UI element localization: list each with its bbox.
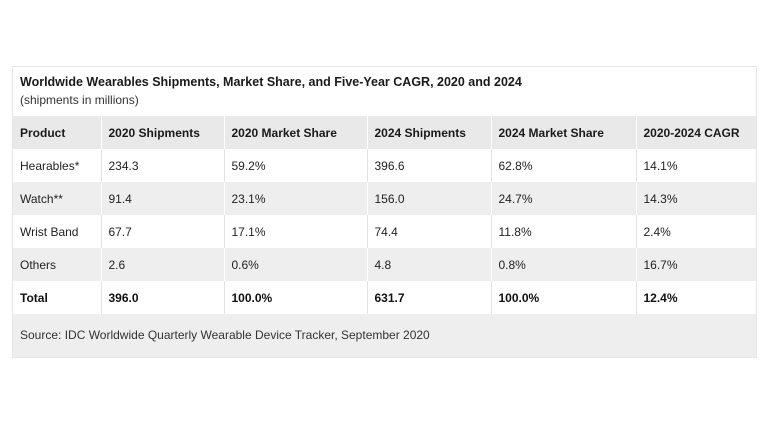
table-row-hearables: Hearables* 234.3 59.2% 396.6 62.8% 14.1% bbox=[13, 149, 756, 182]
cell-product: Others bbox=[13, 248, 102, 281]
cell-2024-market-share: 100.0% bbox=[491, 281, 637, 314]
table-row-watch: Watch** 91.4 23.1% 156.0 24.7% 14.3% bbox=[13, 182, 756, 215]
cell-cagr: 12.4% bbox=[643, 290, 678, 305]
header-cagr: 2020-2024 CAGR bbox=[643, 125, 740, 140]
cell-2024-shipments: 74.4 bbox=[367, 215, 492, 248]
cell-cagr: 16.7% bbox=[643, 257, 678, 272]
cell-2020-shipments: 91.4 bbox=[101, 182, 225, 215]
cell-2020-market-share: 23.1% bbox=[224, 182, 368, 215]
cell-2020-shipments: 234.3 bbox=[101, 149, 225, 182]
header-2024-shipments: 2024 Shipments bbox=[367, 116, 492, 149]
cell-2020-shipments: 2.6 bbox=[101, 248, 225, 281]
cell-2020-market-share: 17.1% bbox=[224, 215, 368, 248]
table-title: Worldwide Wearables Shipments, Market Sh… bbox=[20, 75, 522, 89]
table-header-row: Product 2020 Shipments 2020 Market Share… bbox=[13, 116, 756, 149]
table-row-others: Others 2.6 0.6% 4.8 0.8% 16.7% bbox=[13, 248, 756, 281]
cell-2024-shipments: 396.6 bbox=[367, 149, 492, 182]
cell-2024-shipments: 4.8 bbox=[367, 248, 492, 281]
wearables-table-card: Worldwide Wearables Shipments, Market Sh… bbox=[12, 66, 757, 358]
cell-2020-shipments: 396.0 bbox=[101, 281, 225, 314]
cell-2024-market-share: 24.7% bbox=[491, 182, 637, 215]
source-note: Source: IDC Worldwide Quarterly Wearable… bbox=[13, 314, 756, 357]
cell-2024-shipments: 156.0 bbox=[367, 182, 492, 215]
cell-2020-market-share: 59.2% bbox=[224, 149, 368, 182]
cell-product: Total bbox=[13, 281, 102, 314]
header-2020-market-share: 2020 Market Share bbox=[224, 116, 368, 149]
cell-cagr: 14.3% bbox=[643, 191, 678, 206]
shipments-table: Product 2020 Shipments 2020 Market Share… bbox=[13, 116, 756, 314]
header-2020-shipments: 2020 Shipments bbox=[101, 116, 225, 149]
cell-2024-shipments: 631.7 bbox=[367, 281, 492, 314]
cell-product: Hearables* bbox=[13, 149, 102, 182]
cell-product: Watch** bbox=[13, 182, 102, 215]
cell-2024-market-share: 62.8% bbox=[491, 149, 637, 182]
header-2024-market-share: 2024 Market Share bbox=[491, 116, 637, 149]
cell-cagr: 14.1% bbox=[643, 158, 678, 173]
cell-2020-market-share: 0.6% bbox=[224, 248, 368, 281]
cell-2020-market-share: 100.0% bbox=[224, 281, 368, 314]
table-row-total: Total 396.0 100.0% 631.7 100.0% 12.4% bbox=[13, 281, 756, 314]
table-row-wrist-band: Wrist Band 67.7 17.1% 74.4 11.8% 2.4% bbox=[13, 215, 756, 248]
cell-2020-shipments: 67.7 bbox=[101, 215, 225, 248]
cell-product: Wrist Band bbox=[13, 215, 102, 248]
header-product: Product bbox=[13, 116, 102, 149]
cell-2024-market-share: 0.8% bbox=[491, 248, 637, 281]
cell-2024-market-share: 11.8% bbox=[491, 215, 637, 248]
table-subtitle: (shipments in millions) bbox=[20, 93, 139, 107]
cell-cagr: 2.4% bbox=[643, 224, 671, 239]
